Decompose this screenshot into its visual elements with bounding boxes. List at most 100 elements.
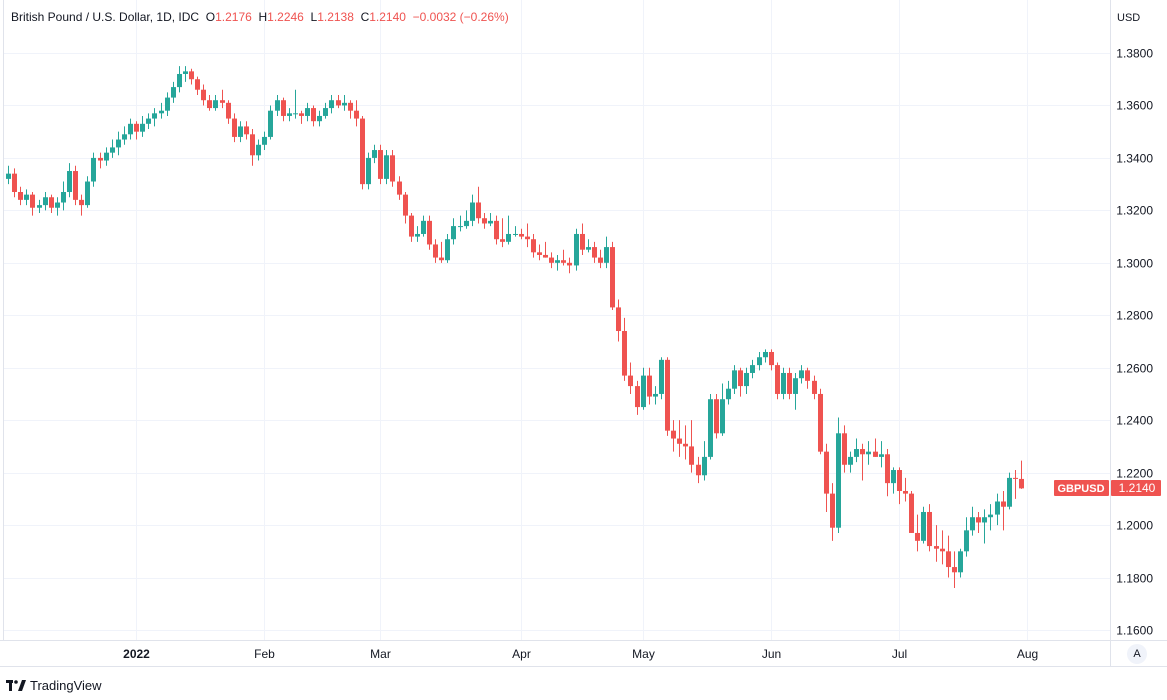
candle-body	[793, 378, 798, 394]
y-tick-label: 1.1800	[1116, 572, 1153, 586]
candle-body	[976, 517, 981, 523]
candle	[714, 393, 719, 439]
candle	[519, 228, 524, 240]
candle-body	[738, 370, 743, 387]
candle-body	[744, 372, 749, 387]
candle	[159, 102, 164, 119]
candle	[213, 94, 218, 111]
candle-body	[12, 173, 17, 193]
candle	[610, 241, 615, 311]
candle	[812, 375, 817, 400]
candle	[24, 189, 29, 206]
candle-body	[409, 215, 414, 237]
candle-body	[714, 399, 719, 434]
candle-body	[1007, 477, 1012, 507]
candle-body	[513, 233, 518, 235]
candle	[439, 241, 444, 263]
candle-body	[824, 451, 829, 494]
time-axis[interactable]: 2022 Feb Mar Apr May Jun Jul Aug	[123, 647, 1038, 661]
tradingview-logo[interactable]: TradingView	[6, 678, 102, 693]
candle	[757, 351, 762, 371]
candle	[988, 504, 993, 531]
candle-body	[55, 202, 60, 208]
candle-body	[238, 126, 243, 137]
candle	[256, 139, 261, 161]
x-tick-label: Mar	[370, 647, 391, 661]
candle-body	[616, 307, 621, 332]
candle-body	[787, 372, 792, 394]
candle	[793, 372, 798, 410]
candle-body	[946, 551, 951, 568]
candle-body	[641, 375, 646, 408]
candle	[85, 176, 90, 208]
last-price-symbol: GBPUSD	[1057, 483, 1104, 495]
candle	[262, 131, 267, 151]
candle-body	[61, 192, 66, 203]
symbol-legend: British Pound / U.S. Dollar, 1D, IDC O1.…	[11, 10, 509, 24]
y-tick-label: 1.3000	[1116, 257, 1153, 271]
candle	[500, 218, 505, 248]
candle-body	[85, 181, 90, 206]
y-tick-label: 1.2800	[1116, 309, 1153, 323]
candle-body	[580, 233, 585, 250]
candle-body	[372, 150, 377, 158]
candle	[488, 212, 493, 227]
candle	[372, 144, 377, 164]
candle-body	[98, 157, 103, 161]
candle	[769, 349, 774, 371]
candle	[494, 215, 499, 245]
candle-body	[134, 123, 139, 132]
candle	[622, 317, 627, 381]
candle-body	[995, 501, 1000, 515]
y-tick-label: 1.3600	[1116, 99, 1153, 113]
x-tick-label: May	[632, 647, 655, 661]
candle	[146, 113, 151, 130]
candle	[683, 425, 688, 460]
candle-body	[537, 252, 542, 255]
low-label: L	[310, 10, 318, 24]
candle-body	[708, 399, 713, 457]
candle-body	[732, 370, 737, 389]
candle-body	[952, 567, 957, 573]
last-price-symbol-bg	[1054, 480, 1109, 496]
candle	[787, 367, 792, 400]
candle-body	[628, 375, 633, 387]
open-label: O	[205, 10, 216, 24]
candle-body	[635, 386, 640, 408]
candle-body	[159, 110, 164, 114]
tradingview-logo-icon	[6, 680, 26, 691]
brand-name: TradingView	[30, 678, 102, 693]
candle	[61, 181, 66, 211]
candle-body	[647, 375, 652, 397]
auto-scale-button[interactable]: A	[1127, 644, 1147, 664]
candle-body	[427, 220, 432, 245]
candle-body	[293, 113, 298, 115]
candle-body	[226, 102, 231, 119]
candle	[574, 228, 579, 271]
candle-body	[543, 254, 548, 258]
candlestick-chart[interactable]: 1.1600 1.1800 1.2000 1.2200 1.2400 1.2600 1.28…	[0, 0, 1167, 666]
candle	[1007, 472, 1012, 510]
candle-body	[592, 247, 597, 258]
candle-body	[299, 113, 304, 116]
last-price-value-bg	[1111, 480, 1161, 496]
candle-body	[201, 89, 206, 101]
candle-body	[781, 372, 786, 394]
y-tick-label: 1.2200	[1116, 467, 1153, 481]
candle	[293, 89, 298, 119]
candle-body	[354, 110, 359, 119]
candle	[354, 100, 359, 127]
candle-body	[342, 102, 347, 106]
x-tick-label: Aug	[1017, 647, 1038, 661]
price-axis[interactable]: 1.1600 1.1800 1.2000 1.2200 1.2400 1.2600 1.28…	[1116, 47, 1153, 638]
candle-body	[567, 262, 572, 266]
candle-body	[683, 443, 688, 447]
candle	[543, 241, 548, 258]
candle-body	[812, 380, 817, 394]
candle-body	[6, 173, 11, 179]
y-tick-label: 1.3800	[1116, 47, 1153, 61]
candle-body	[445, 239, 450, 261]
candle-body	[384, 155, 389, 179]
candle	[378, 144, 383, 185]
high-label: H	[258, 10, 268, 24]
